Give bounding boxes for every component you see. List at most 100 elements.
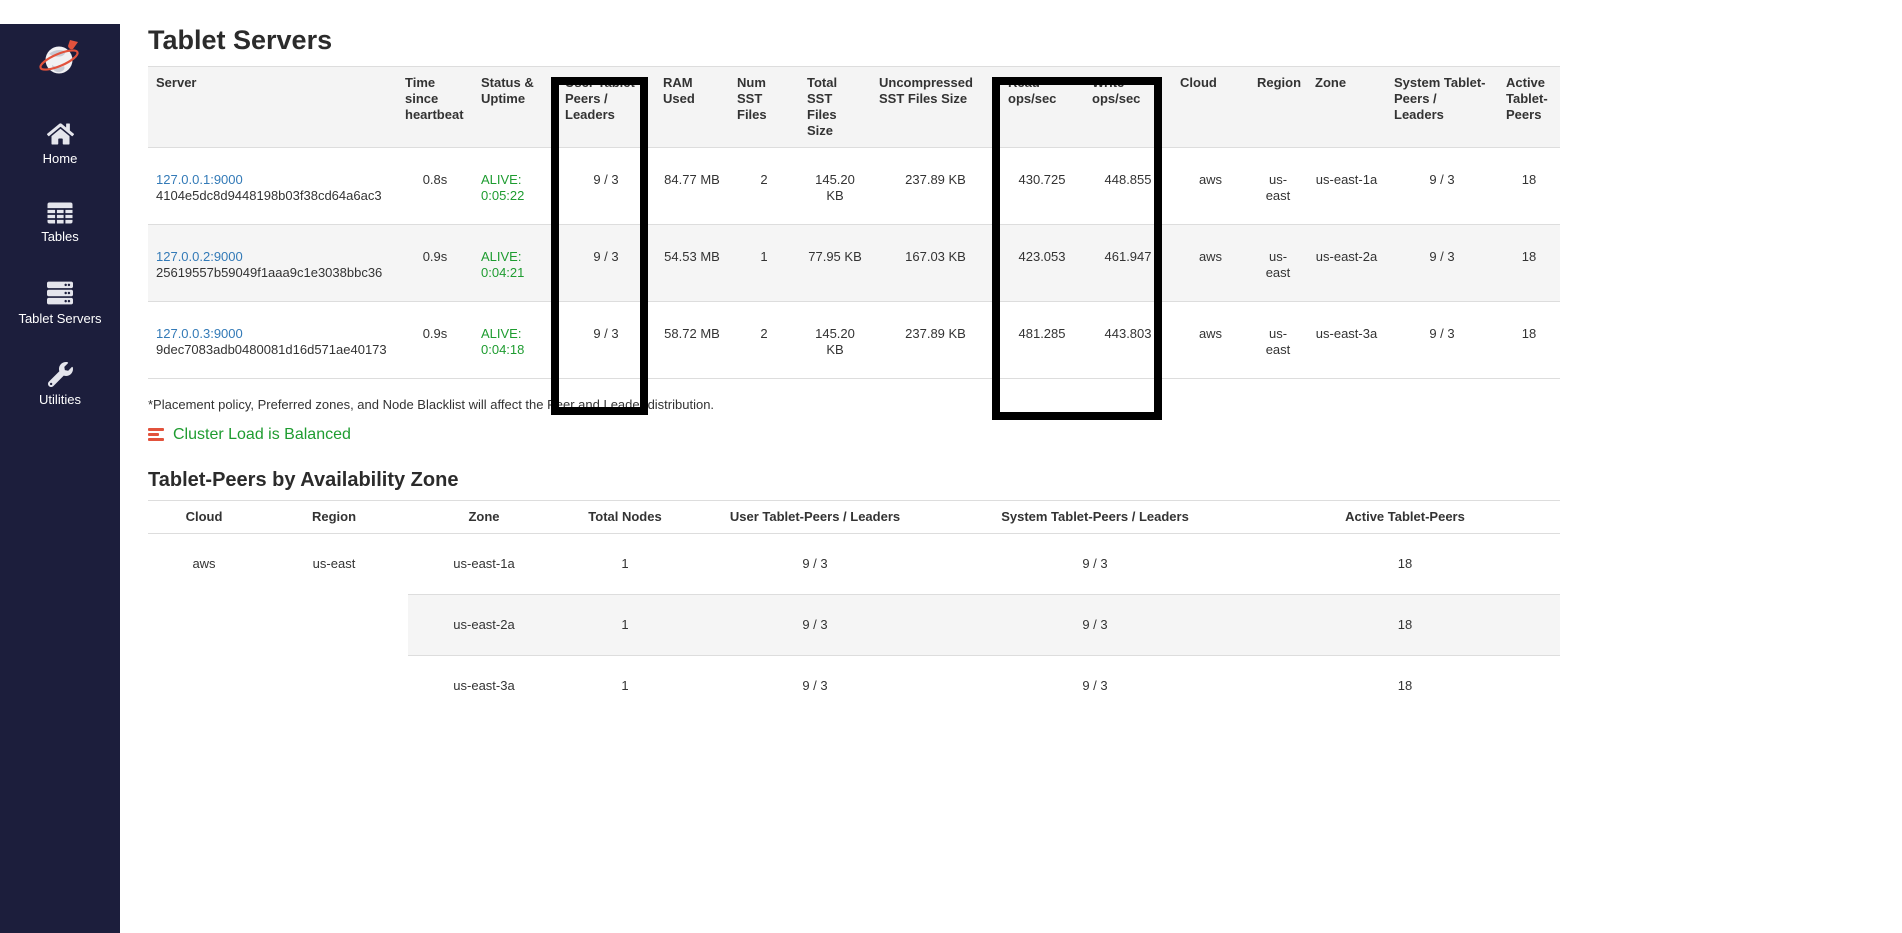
system-peers-cell: 9 / 3 (1386, 224, 1498, 302)
logo[interactable] (37, 36, 83, 80)
col-server: Server (148, 66, 397, 148)
tablet-servers-icon (47, 280, 73, 306)
zone-cell: us-east-2a (1307, 224, 1386, 302)
az-col-system-peers: System Tablet-Peers / Leaders (940, 500, 1250, 534)
user-peers-cell: 9 / 3 (557, 301, 655, 379)
az-active-peers-cell: 18 (1250, 594, 1560, 656)
cluster-load-label: Cluster Load is Balanced (173, 426, 351, 443)
total-sst-cell: 145.20 KB (799, 147, 871, 225)
server-address-link[interactable]: 127.0.0.1:9000 (156, 172, 243, 187)
cluster-load-status: Cluster Load is Balanced (148, 425, 1688, 444)
az-col-cloud: Cloud (148, 500, 260, 534)
sidebar-item-label: Tablet Servers (18, 311, 102, 326)
az-col-zone: Zone (408, 500, 560, 534)
az-region-cell: us-east (312, 556, 356, 571)
total-sst-cell: 77.95 KB (799, 224, 871, 302)
tables-icon (47, 202, 73, 224)
active-peers-cell: 18 (1498, 147, 1560, 225)
status-label: ALIVE: (481, 172, 522, 187)
system-peers-cell: 9 / 3 (1386, 147, 1498, 225)
status-cell: ALIVE: 0:04:21 (473, 224, 557, 302)
az-user-peers-cell: 9 / 3 (690, 655, 940, 716)
read-ops-cell: 423.053 (1000, 224, 1084, 302)
az-zone-cell: us-east-3a (408, 655, 560, 716)
az-active-peers-cell: 18 (1397, 556, 1413, 571)
az-col-active-peers: Active Tablet-Peers (1250, 500, 1560, 534)
server-address-link[interactable]: 127.0.0.3:9000 (156, 326, 243, 341)
az-system-peers-cell: 9 / 3 (940, 655, 1250, 716)
ram-cell: 84.77 MB (655, 147, 729, 225)
sidebar-item-tables[interactable]: Tables (41, 202, 79, 244)
zone-cell: us-east-1a (1307, 147, 1386, 225)
sidebar-item-home[interactable]: Home (43, 122, 77, 166)
read-ops-cell: 430.725 (1000, 147, 1084, 225)
az-total-nodes-cell: 1 (621, 556, 629, 571)
uncompressed-sst-cell: 237.89 KB (871, 147, 1000, 225)
col-write-ops: Write ops/sec (1084, 66, 1172, 148)
az-col-total-nodes: Total Nodes (560, 500, 690, 534)
ram-cell: 58.72 MB (655, 301, 729, 379)
placement-footnote: *Placement policy, Preferred zones, and … (148, 397, 715, 412)
col-region: Region (1249, 66, 1307, 148)
az-active-peers-cell: 18 (1250, 655, 1560, 716)
uptime-value: 0:04:21 (481, 265, 525, 280)
az-col-user-peers: User Tablet-Peers / Leaders (690, 500, 940, 534)
app-root: Home Tables (0, 24, 1902, 933)
az-table: Cloud Region Zone Total Nodes User Table… (148, 500, 1560, 716)
num-sst-cell: 2 (729, 301, 799, 379)
main-content: Tablet Servers Server Time since heartbe… (120, 24, 1688, 716)
table-header-row: Server Time since heartbeat Status & Upt… (148, 66, 1560, 148)
col-zone: Zone (1307, 66, 1386, 148)
az-col-region: Region (260, 500, 408, 534)
az-header-row: Cloud Region Zone Total Nodes User Table… (148, 500, 1560, 534)
read-ops-cell: 481.285 (1000, 301, 1084, 379)
status-label: ALIVE: (481, 326, 522, 341)
az-row: us-east-3a 1 9 / 3 9 / 3 18 (148, 655, 1560, 716)
heartbeat-cell: 0.9s (397, 224, 473, 302)
az-system-peers-cell: 9 / 3 (1082, 556, 1108, 571)
col-status-uptime: Status & Uptime (473, 66, 557, 148)
write-ops-cell: 461.947 (1084, 224, 1172, 302)
col-active-tablet-peers: Active Tablet-Peers (1498, 66, 1560, 148)
write-ops-cell: 443.803 (1084, 301, 1172, 379)
col-user-tablet-peers: User Tablet-Peers / Leaders (557, 66, 655, 148)
status-label: ALIVE: (481, 249, 522, 264)
uptime-value: 0:05:22 (481, 188, 525, 203)
status-cell: ALIVE: 0:04:18 (473, 301, 557, 379)
region-cell: us-east (1249, 147, 1307, 225)
ram-cell: 54.53 MB (655, 224, 729, 302)
num-sst-cell: 2 (729, 147, 799, 225)
system-peers-cell: 9 / 3 (1386, 301, 1498, 379)
az-cloud-cell: aws (192, 556, 216, 571)
sidebar-item-label: Tables (41, 229, 79, 244)
az-total-nodes-cell: 1 (560, 655, 690, 716)
server-cell: 127.0.0.2:9000 25619557b59049f1aaa9c1e30… (148, 224, 397, 302)
page-title: Tablet Servers (148, 25, 333, 55)
server-cell: 127.0.0.3:9000 9dec7083adb0480081d16d571… (148, 301, 397, 379)
server-address-link[interactable]: 127.0.0.2:9000 (156, 249, 243, 264)
uptime-value: 0:04:18 (481, 342, 525, 357)
cloud-cell: aws (1172, 301, 1249, 379)
sidebar: Home Tables (0, 24, 120, 933)
sidebar-item-tablet-servers[interactable]: Tablet Servers (18, 280, 102, 326)
az-total-nodes-cell: 1 (560, 594, 690, 656)
status-cell: ALIVE: 0:05:22 (473, 147, 557, 225)
table-row: 127.0.0.3:9000 9dec7083adb0480081d16d571… (148, 301, 1560, 379)
globe-rocket-logo-icon (39, 40, 79, 74)
user-peers-cell: 9 / 3 (557, 224, 655, 302)
active-peers-cell: 18 (1498, 301, 1560, 379)
utilities-icon (47, 362, 73, 387)
total-sst-cell: 145.20 KB (799, 301, 871, 379)
uncompressed-sst-cell: 167.03 KB (871, 224, 1000, 302)
col-total-sst-size: Total SST Files Size (799, 66, 871, 148)
sidebar-item-utilities[interactable]: Utilities (39, 362, 81, 407)
table-row: 127.0.0.1:9000 4104e5dc8d9448198b03f38cd… (148, 147, 1560, 225)
write-ops-cell: 448.855 (1084, 147, 1172, 225)
col-ram-used: RAM Used (655, 66, 729, 148)
region-cell: us-east (1249, 301, 1307, 379)
cloud-cell: aws (1172, 224, 1249, 302)
az-zone-cell: us-east-2a (408, 594, 560, 656)
server-uuid: 4104e5dc8d9448198b03f38cd64a6ac3 (156, 188, 382, 203)
active-peers-cell: 18 (1498, 224, 1560, 302)
region-cell: us-east (1249, 224, 1307, 302)
